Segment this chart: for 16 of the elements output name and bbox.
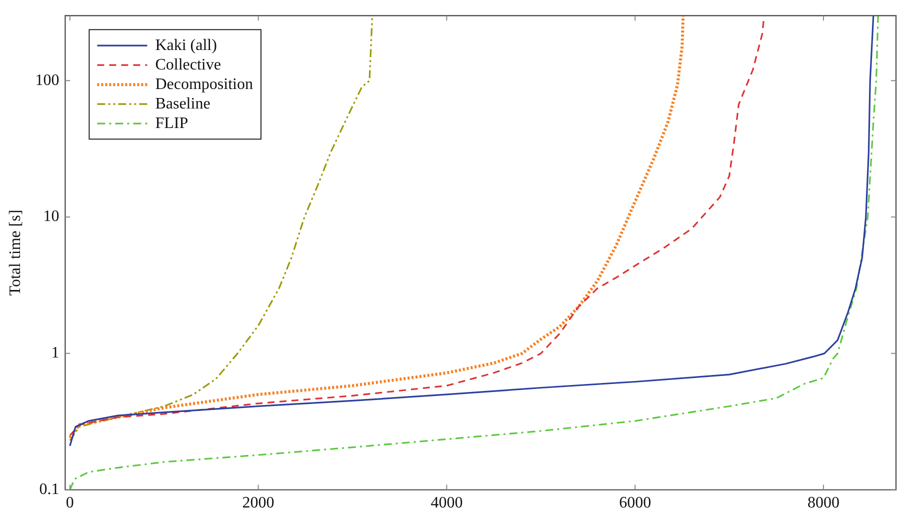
y-tick-label: 10 [43, 208, 60, 226]
x-tick-label: 0 [66, 494, 74, 512]
y-tick-label: 100 [35, 72, 60, 89]
legend-label: FLIP [155, 114, 188, 132]
x-tick-label: 2000 [242, 494, 274, 512]
line-series [69, 16, 374, 442]
y-tick-label: 0.1 [39, 481, 60, 498]
legend-label: Kaki (all) [155, 36, 217, 54]
legend-label: Decomposition [155, 76, 253, 93]
x-tick-label: 4000 [430, 494, 463, 512]
y-tick-label: 1 [51, 344, 60, 362]
x-tick-label: 8000 [807, 494, 840, 512]
legend-label: Collective [155, 56, 221, 74]
x-tick-label: 6000 [619, 494, 652, 512]
legend-label: Baseline [155, 95, 210, 112]
y-axis-title: Total time [s] [6, 210, 24, 296]
